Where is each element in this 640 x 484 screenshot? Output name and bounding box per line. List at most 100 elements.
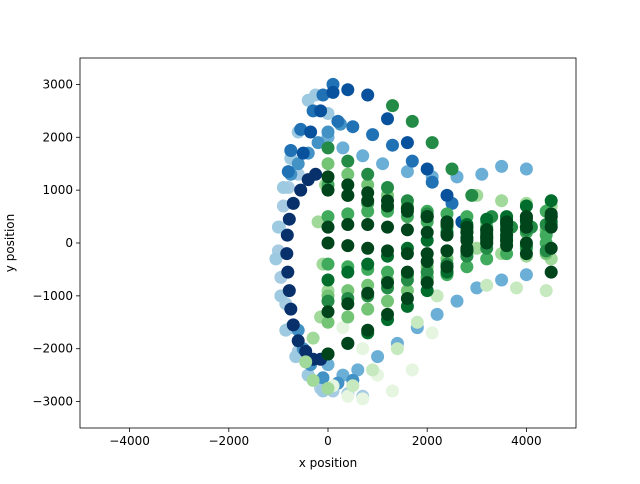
scatter-point bbox=[361, 257, 375, 271]
scatter-point bbox=[326, 85, 340, 99]
scatter-point bbox=[282, 212, 296, 226]
scatter-point bbox=[341, 178, 355, 192]
scatter-point bbox=[420, 276, 434, 290]
scatter-point bbox=[381, 294, 394, 308]
scatter-point bbox=[321, 236, 335, 250]
scatter-point bbox=[475, 167, 489, 181]
scatter-point bbox=[321, 347, 335, 361]
scatter-point bbox=[495, 194, 509, 208]
scatter-point bbox=[271, 220, 285, 234]
scatter-point bbox=[286, 318, 300, 332]
y-tick-label: −1000 bbox=[32, 289, 73, 303]
scatter-point bbox=[284, 302, 298, 316]
scatter-point bbox=[321, 125, 335, 139]
y-tick-label: −2000 bbox=[32, 342, 73, 356]
scatter-point bbox=[465, 188, 479, 202]
scatter-point bbox=[311, 215, 325, 229]
scatter-point bbox=[519, 162, 533, 176]
scatter-point bbox=[400, 292, 414, 305]
scatter-point bbox=[361, 204, 375, 218]
scatter-point bbox=[410, 315, 424, 329]
y-tick-label: 0 bbox=[65, 236, 73, 250]
scatter-point bbox=[381, 181, 394, 194]
scatter-point bbox=[316, 371, 330, 385]
scatter-point bbox=[361, 323, 375, 337]
scatter-point bbox=[341, 389, 355, 403]
scatter-point bbox=[341, 297, 355, 311]
scatter-point bbox=[284, 144, 298, 157]
scatter-point bbox=[420, 162, 434, 176]
y-axis-ticks: −3000 −2000 −1000 0 1000 2000 3000 bbox=[32, 77, 80, 409]
scatter-point bbox=[510, 281, 523, 295]
scatter-point bbox=[519, 236, 533, 250]
scatter-point bbox=[539, 284, 553, 298]
scatter-point bbox=[321, 157, 335, 171]
scatter-point bbox=[460, 260, 474, 274]
scatter-point bbox=[470, 241, 484, 255]
scatter-point bbox=[400, 265, 414, 279]
scatter-point bbox=[544, 241, 558, 255]
y-tick-label: 1000 bbox=[42, 183, 73, 197]
x-tick-label: −2000 bbox=[209, 434, 250, 448]
series-30 bbox=[321, 218, 558, 279]
series-9 bbox=[280, 167, 328, 366]
scatter-point bbox=[341, 207, 355, 221]
scatter-point bbox=[321, 141, 335, 155]
scatter-point bbox=[269, 252, 283, 266]
scatter-point bbox=[440, 215, 454, 229]
scatter-point bbox=[460, 231, 474, 245]
scatter-point bbox=[495, 159, 509, 173]
scatter-point bbox=[405, 114, 419, 128]
scatter-point bbox=[400, 165, 414, 179]
y-tick-label: −3000 bbox=[32, 395, 73, 409]
scatter-point bbox=[400, 136, 414, 150]
scatter-point bbox=[341, 239, 355, 253]
scatter-point bbox=[321, 170, 335, 184]
scatter-point bbox=[425, 136, 439, 150]
scatter-point bbox=[341, 336, 355, 350]
scatter-point bbox=[301, 93, 315, 107]
scatter-point bbox=[376, 157, 390, 171]
scatter-point bbox=[420, 265, 434, 279]
scatter-point bbox=[470, 281, 484, 295]
scatter-point bbox=[519, 210, 533, 224]
scatter-point bbox=[336, 321, 350, 335]
scatter-point bbox=[341, 265, 355, 279]
scatter-point bbox=[276, 181, 290, 194]
scatter-point bbox=[321, 381, 335, 395]
scatter-point bbox=[381, 199, 394, 213]
scatter-point bbox=[371, 350, 385, 364]
scatter-point bbox=[405, 154, 419, 168]
scatter-point bbox=[351, 363, 365, 377]
scatter-point bbox=[361, 194, 375, 208]
scatter-point bbox=[519, 247, 533, 261]
y-tick-label: 2000 bbox=[42, 130, 73, 144]
scatter-point bbox=[480, 233, 494, 247]
scatter-point bbox=[445, 162, 459, 176]
scatter-point bbox=[356, 392, 370, 406]
scatter-point bbox=[306, 373, 320, 387]
scatter-point bbox=[321, 210, 335, 224]
scatter-point bbox=[495, 273, 509, 287]
scatter-point bbox=[400, 204, 414, 218]
scatter-point bbox=[425, 326, 439, 340]
scatter-point bbox=[460, 220, 474, 234]
scatter-point bbox=[381, 244, 394, 258]
scatter-point bbox=[480, 212, 494, 226]
scatter-point bbox=[544, 194, 558, 208]
scatter-point bbox=[291, 157, 305, 171]
x-tick-label: −4000 bbox=[109, 434, 150, 448]
y-tick-label: 3000 bbox=[42, 77, 73, 91]
scatter-point bbox=[346, 120, 360, 134]
scatter-point bbox=[331, 114, 345, 128]
scatter-point bbox=[341, 154, 355, 168]
scatter-point bbox=[321, 183, 335, 197]
scatter-point bbox=[381, 112, 394, 126]
scatter-point bbox=[361, 88, 375, 102]
scatter-point bbox=[321, 257, 335, 271]
scatter-point bbox=[430, 307, 444, 321]
scatter-point bbox=[381, 265, 394, 279]
